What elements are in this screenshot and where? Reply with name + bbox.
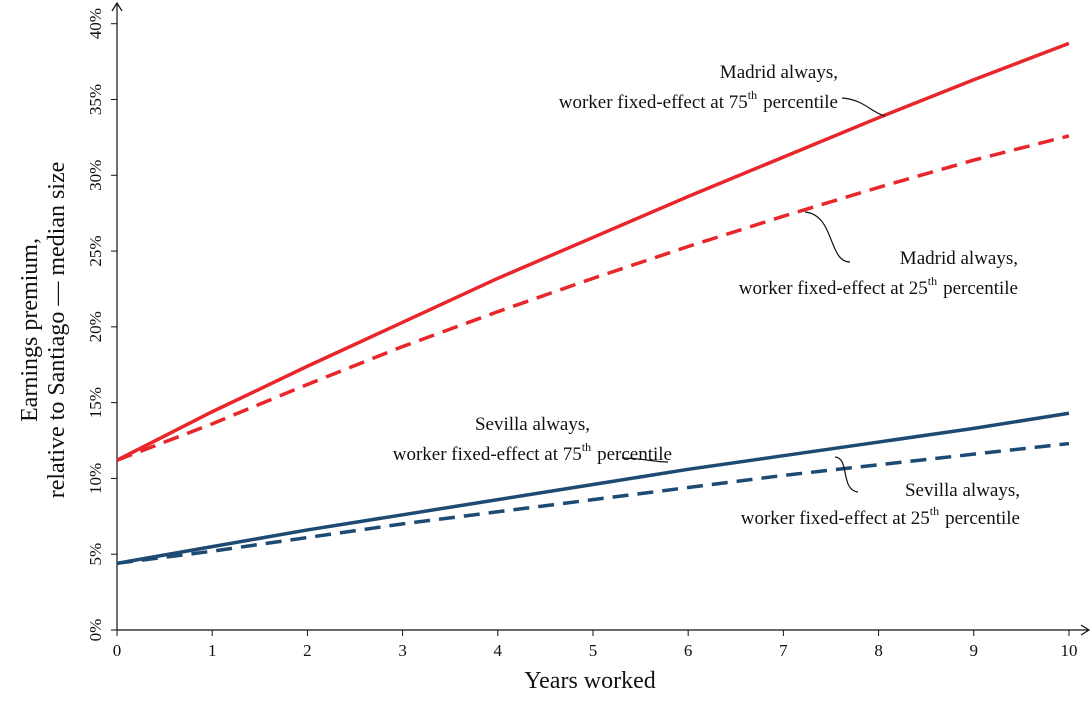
x-tick-label: 5 bbox=[589, 641, 598, 660]
y-tick-label: 40% bbox=[86, 8, 105, 39]
y-tick-label: 15% bbox=[86, 387, 105, 418]
y-tick-label: 10% bbox=[86, 463, 105, 494]
series-line bbox=[116, 41, 1070, 462]
x-tick-label: 10 bbox=[1060, 641, 1077, 660]
y-tick-label: 5% bbox=[86, 543, 105, 566]
annotation-text: Madrid always, bbox=[720, 62, 838, 83]
annotation-text: worker fixed-effect at 75th percentile bbox=[393, 440, 672, 465]
annotation-text: worker fixed-effect at 25th percentile bbox=[739, 274, 1018, 299]
x-tick-label: 6 bbox=[684, 641, 693, 660]
x-axis-label: Years worked bbox=[524, 668, 656, 694]
x-tick-label: 4 bbox=[494, 641, 503, 660]
x-tick-label: 7 bbox=[779, 641, 788, 660]
annotation-leader bbox=[804, 211, 851, 263]
annotation-text: Madrid always, bbox=[900, 248, 1018, 269]
y-axis-arrow bbox=[111, 1, 123, 12]
annotation-superscript: th bbox=[928, 274, 937, 288]
y-axis-label: Earnings premium, bbox=[17, 238, 43, 422]
annotation-text: Sevilla always, bbox=[475, 414, 590, 435]
annotation-text: percentile bbox=[597, 444, 672, 465]
annotation-text: worker fixed-effect at 75 bbox=[559, 92, 748, 113]
annotation-leader bbox=[834, 456, 859, 493]
x-axis-arrow bbox=[1080, 624, 1091, 636]
series-line bbox=[116, 441, 1070, 566]
annotation-text: worker fixed-effect at 25 bbox=[741, 508, 930, 529]
x-tick-label: 0 bbox=[113, 641, 122, 660]
annotation-text: worker fixed-effect at 75th percentile bbox=[559, 88, 838, 113]
annotation-text: percentile bbox=[763, 92, 838, 113]
annotation-leader bbox=[841, 97, 886, 117]
annotation-superscript: th bbox=[582, 440, 591, 454]
annotation-text: worker fixed-effect at 75 bbox=[393, 444, 582, 465]
series-line bbox=[116, 134, 1070, 462]
y-tick-label: 30% bbox=[86, 160, 105, 191]
x-tick-label: 3 bbox=[398, 641, 407, 660]
y-tick-label: 0% bbox=[86, 619, 105, 642]
annotation-text: percentile bbox=[945, 508, 1020, 529]
annotation-text: worker fixed-effect at 25 bbox=[739, 278, 928, 299]
x-tick-label: 8 bbox=[874, 641, 883, 660]
y-tick-label: 20% bbox=[86, 311, 105, 342]
annotation-text: worker fixed-effect at 25th percentile bbox=[741, 504, 1020, 529]
annotation-superscript: th bbox=[748, 88, 757, 102]
annotation-text: percentile bbox=[943, 278, 1018, 299]
annotation-superscript: th bbox=[930, 504, 939, 518]
annotation-leader bbox=[621, 457, 669, 463]
y-tick-label: 25% bbox=[86, 235, 105, 266]
x-tick-label: 2 bbox=[303, 641, 312, 660]
y-tick-label: 35% bbox=[86, 84, 105, 115]
series-line bbox=[116, 411, 1070, 566]
y-axis-label: relative to Santiago — median size bbox=[44, 162, 70, 499]
x-tick-label: 1 bbox=[208, 641, 217, 660]
x-tick-label: 9 bbox=[970, 641, 979, 660]
annotation-text: Sevilla always, bbox=[905, 480, 1020, 501]
